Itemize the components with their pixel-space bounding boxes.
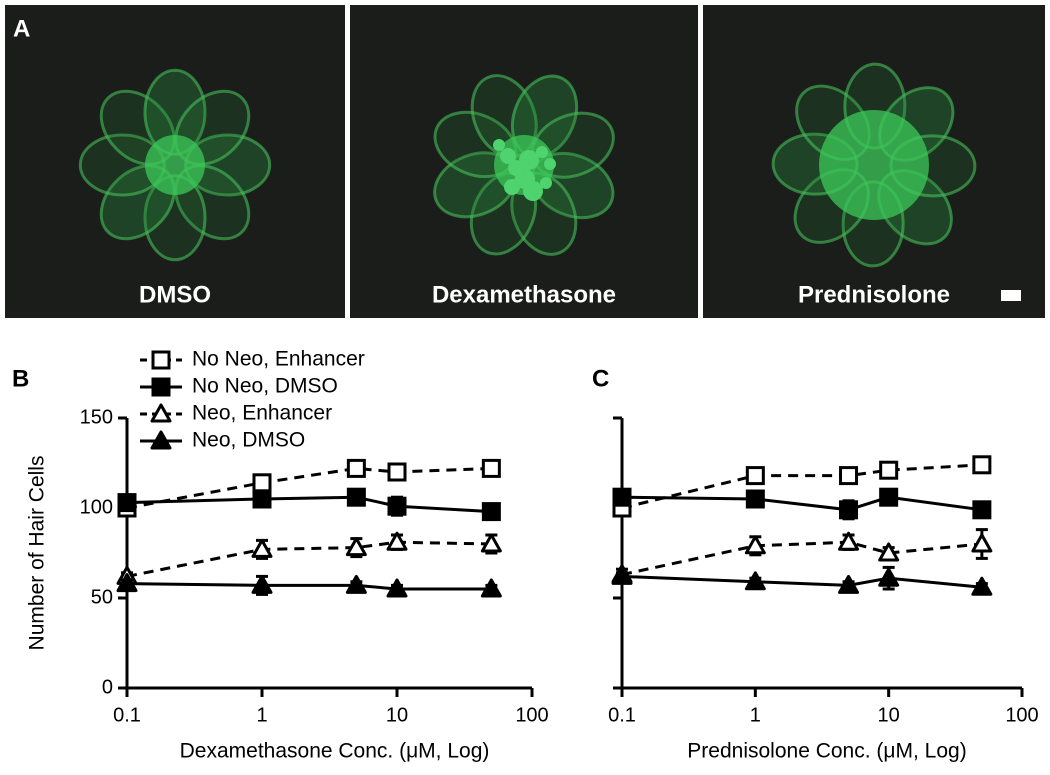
- vesicle: [493, 139, 505, 151]
- marker: [611, 565, 633, 585]
- hair-cell-cluster: [771, 62, 977, 268]
- legend-label: Neo, Enhancer: [192, 402, 332, 425]
- marker: [879, 460, 899, 480]
- marker: [878, 567, 900, 587]
- marker: [481, 458, 501, 478]
- x-axis-label: Dexamethasone Conc. (μM, Log): [180, 740, 490, 763]
- marker: [879, 487, 899, 507]
- marker: [251, 538, 273, 558]
- x-tick-label: 10: [386, 704, 408, 726]
- hair-cell-cluster: [78, 68, 272, 262]
- marker: [481, 502, 501, 522]
- marker: [971, 576, 993, 596]
- marker: [387, 462, 407, 482]
- marker: [346, 458, 366, 478]
- image-label: Dexamethasone: [432, 281, 616, 308]
- marker: [345, 537, 367, 557]
- panel-label: A: [13, 15, 30, 42]
- y-tick-label: 150: [80, 406, 113, 428]
- vesicle: [519, 150, 539, 170]
- scale-bar: [1001, 290, 1021, 301]
- cluster-center: [819, 110, 929, 220]
- marker: [386, 578, 408, 598]
- legend-marker: [151, 377, 171, 397]
- vesicle: [544, 158, 556, 170]
- marker: [744, 535, 766, 555]
- legend-marker: [150, 403, 172, 423]
- legend-label: No Neo, DMSO: [192, 375, 338, 398]
- marker: [252, 473, 272, 493]
- legend-marker: [150, 430, 172, 450]
- marker: [745, 489, 765, 509]
- marker: [878, 542, 900, 562]
- x-tick-label: 1: [750, 704, 761, 726]
- marker: [252, 489, 272, 509]
- marker: [744, 571, 766, 591]
- cluster-center: [145, 135, 205, 195]
- marker: [745, 466, 765, 486]
- vesicle: [540, 177, 552, 189]
- marker: [251, 574, 273, 594]
- marker: [480, 533, 502, 553]
- series-line: [126, 466, 492, 510]
- marker: [972, 455, 992, 475]
- x-axis-label: Prednisolone Conc. (μM, Log): [687, 740, 966, 763]
- image-label: Prednisolone: [798, 281, 950, 308]
- y-tick-label: 50: [91, 586, 113, 608]
- marker: [972, 500, 992, 520]
- x-tick-label: 1: [256, 704, 267, 726]
- panel-label: B: [12, 365, 29, 392]
- marker: [117, 493, 137, 513]
- marker: [480, 578, 502, 598]
- x-tick-label: 0.1: [608, 704, 636, 726]
- marker: [838, 574, 860, 594]
- marker: [346, 487, 366, 507]
- series-line: [126, 540, 492, 578]
- marker: [971, 533, 993, 553]
- image-label: DMSO: [139, 281, 211, 308]
- legend-label: No Neo, Enhancer: [192, 348, 365, 371]
- x-tick-label: 100: [515, 704, 548, 726]
- series-line: [621, 540, 983, 577]
- x-tick-label: 10: [878, 704, 900, 726]
- marker: [839, 466, 859, 486]
- x-tick-label: 0.1: [113, 704, 141, 726]
- series-line: [126, 495, 492, 514]
- marker: [345, 574, 367, 594]
- series-line: [621, 574, 983, 589]
- marker: [838, 531, 860, 551]
- vesicle: [536, 146, 548, 158]
- series-line: [621, 495, 983, 512]
- panel-label: C: [592, 365, 609, 392]
- marker: [116, 573, 138, 593]
- hair-cell-cluster: [433, 74, 615, 256]
- vesicle: [500, 148, 516, 164]
- y-tick-label: 100: [80, 496, 113, 518]
- x-tick-label: 100: [1005, 704, 1038, 726]
- y-axis-label: Number of Hair Cells: [26, 456, 49, 651]
- y-tick-label: 0: [102, 676, 113, 698]
- marker: [386, 531, 408, 551]
- series-line: [126, 582, 492, 591]
- vesicle: [515, 169, 535, 189]
- marker: [387, 496, 407, 516]
- marker: [839, 500, 859, 520]
- legend-marker: [151, 350, 171, 370]
- legend-label: Neo, DMSO: [192, 429, 305, 452]
- marker: [612, 487, 632, 507]
